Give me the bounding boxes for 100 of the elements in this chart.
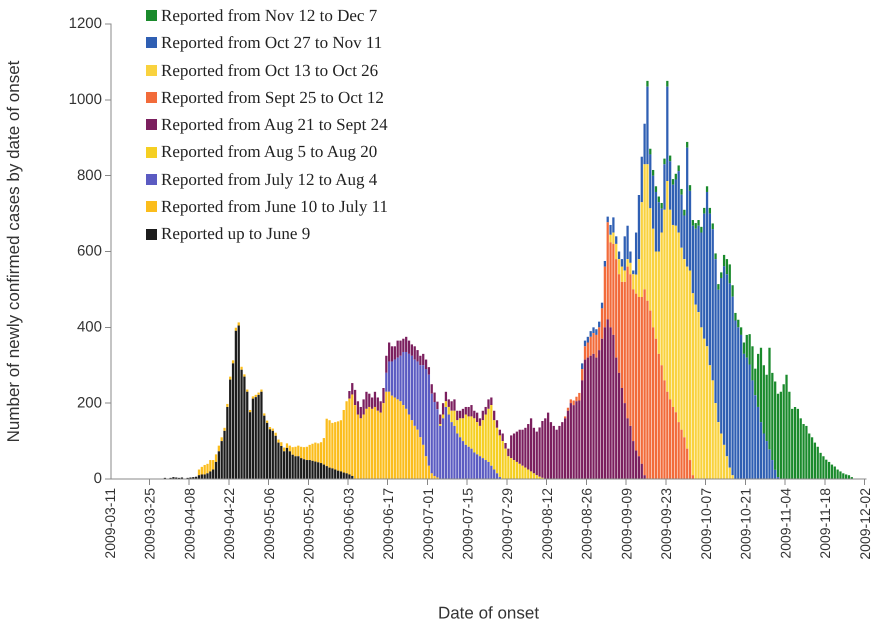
bar [688, 185, 692, 191]
legend-label: Reported from June 10 to July 11 [161, 196, 388, 218]
bar [300, 446, 302, 458]
bar [220, 437, 223, 442]
bar [402, 405, 404, 478]
x-tick-label: 2009-04-08 [181, 488, 198, 560]
y-axis-title: Number of newly confirmed cases by date of onset [4, 60, 23, 442]
bar [669, 156, 672, 162]
bar [464, 444, 467, 478]
bar [586, 336, 589, 342]
bar [254, 394, 257, 398]
y-tick-label: 800 [76, 166, 102, 184]
bar [572, 405, 575, 478]
bar [844, 474, 848, 478]
bar [209, 471, 212, 478]
bar [720, 272, 722, 278]
bar [600, 302, 604, 308]
bar [198, 475, 200, 478]
bar [280, 442, 282, 446]
bar [490, 466, 492, 478]
x-tick-label: 2009-06-03 [340, 488, 356, 560]
bar [584, 340, 586, 346]
bar [516, 432, 518, 462]
bar [686, 148, 688, 267]
bar [595, 329, 598, 335]
y-tick-label: 1200 [68, 15, 102, 32]
bar [388, 361, 390, 392]
x-tick-label: 2009-05-20 [300, 488, 317, 560]
bar [238, 322, 240, 326]
x-axis-title: Date of onset [438, 603, 540, 622]
bar [263, 413, 266, 416]
x-tick-label: 2009-07-01 [420, 488, 436, 560]
bar [209, 460, 212, 472]
bar [712, 223, 714, 230]
bar [311, 444, 314, 461]
bar [292, 454, 294, 478]
bar [484, 460, 487, 478]
bar [458, 410, 462, 418]
bar [570, 399, 572, 404]
bar [473, 452, 476, 478]
bar [396, 358, 399, 400]
bar [204, 464, 206, 474]
bar [490, 397, 492, 406]
bar [402, 352, 404, 406]
legend-label: Reported from Aug 21 to Sept 24 [161, 114, 388, 136]
bar [700, 226, 703, 233]
bar [578, 392, 580, 401]
bar [581, 369, 584, 380]
x-tick-label: 2009-05-06 [260, 488, 277, 560]
bar [518, 464, 521, 478]
bar [351, 394, 354, 476]
y-tick-label: 200 [76, 394, 102, 412]
bar [496, 420, 498, 428]
bar [388, 392, 390, 478]
bar [306, 460, 308, 478]
bar [521, 466, 524, 478]
legend-label: Reported from Oct 13 to Oct 26 [161, 60, 378, 82]
x-tick-label: 2009-07-29 [499, 488, 516, 560]
bar [200, 466, 203, 474]
x-tick-label: 2009-04-22 [221, 488, 238, 560]
bar [308, 460, 311, 478]
bar [302, 447, 306, 460]
bar [280, 446, 282, 478]
bar [510, 435, 512, 458]
bar [561, 422, 564, 478]
bar [360, 418, 362, 478]
bar [493, 410, 496, 420]
legend-label: Reported from Aug 5 to Aug 20 [161, 141, 378, 164]
bar [552, 426, 555, 478]
bar [292, 447, 294, 455]
bar [717, 284, 720, 290]
bar [334, 470, 336, 478]
x-tick-label: 2009-03-11 [102, 488, 118, 559]
bar [238, 325, 240, 478]
legend-label: Reported from Oct 27 to Nov 11 [161, 32, 382, 54]
bar [570, 403, 572, 478]
x-tick-label: 2009-11-04 [777, 488, 794, 559]
bar [624, 270, 626, 282]
bar [606, 216, 609, 222]
bar [482, 458, 484, 478]
bar [615, 244, 618, 260]
bar [606, 319, 609, 478]
bar [703, 208, 706, 214]
bar [510, 458, 512, 478]
bar [683, 210, 686, 216]
bar [394, 397, 396, 478]
bar [566, 408, 570, 411]
bar [604, 260, 606, 267]
bar [376, 410, 379, 478]
bar [396, 399, 399, 478]
bar [615, 236, 618, 244]
bar [274, 432, 277, 436]
bar [300, 458, 302, 478]
x-tick-label: 2009-12-02 [856, 488, 873, 560]
bar [248, 410, 252, 412]
bar [476, 422, 478, 454]
bar [660, 202, 663, 209]
bar [317, 462, 320, 478]
bar [666, 80, 668, 87]
bar [402, 338, 404, 352]
